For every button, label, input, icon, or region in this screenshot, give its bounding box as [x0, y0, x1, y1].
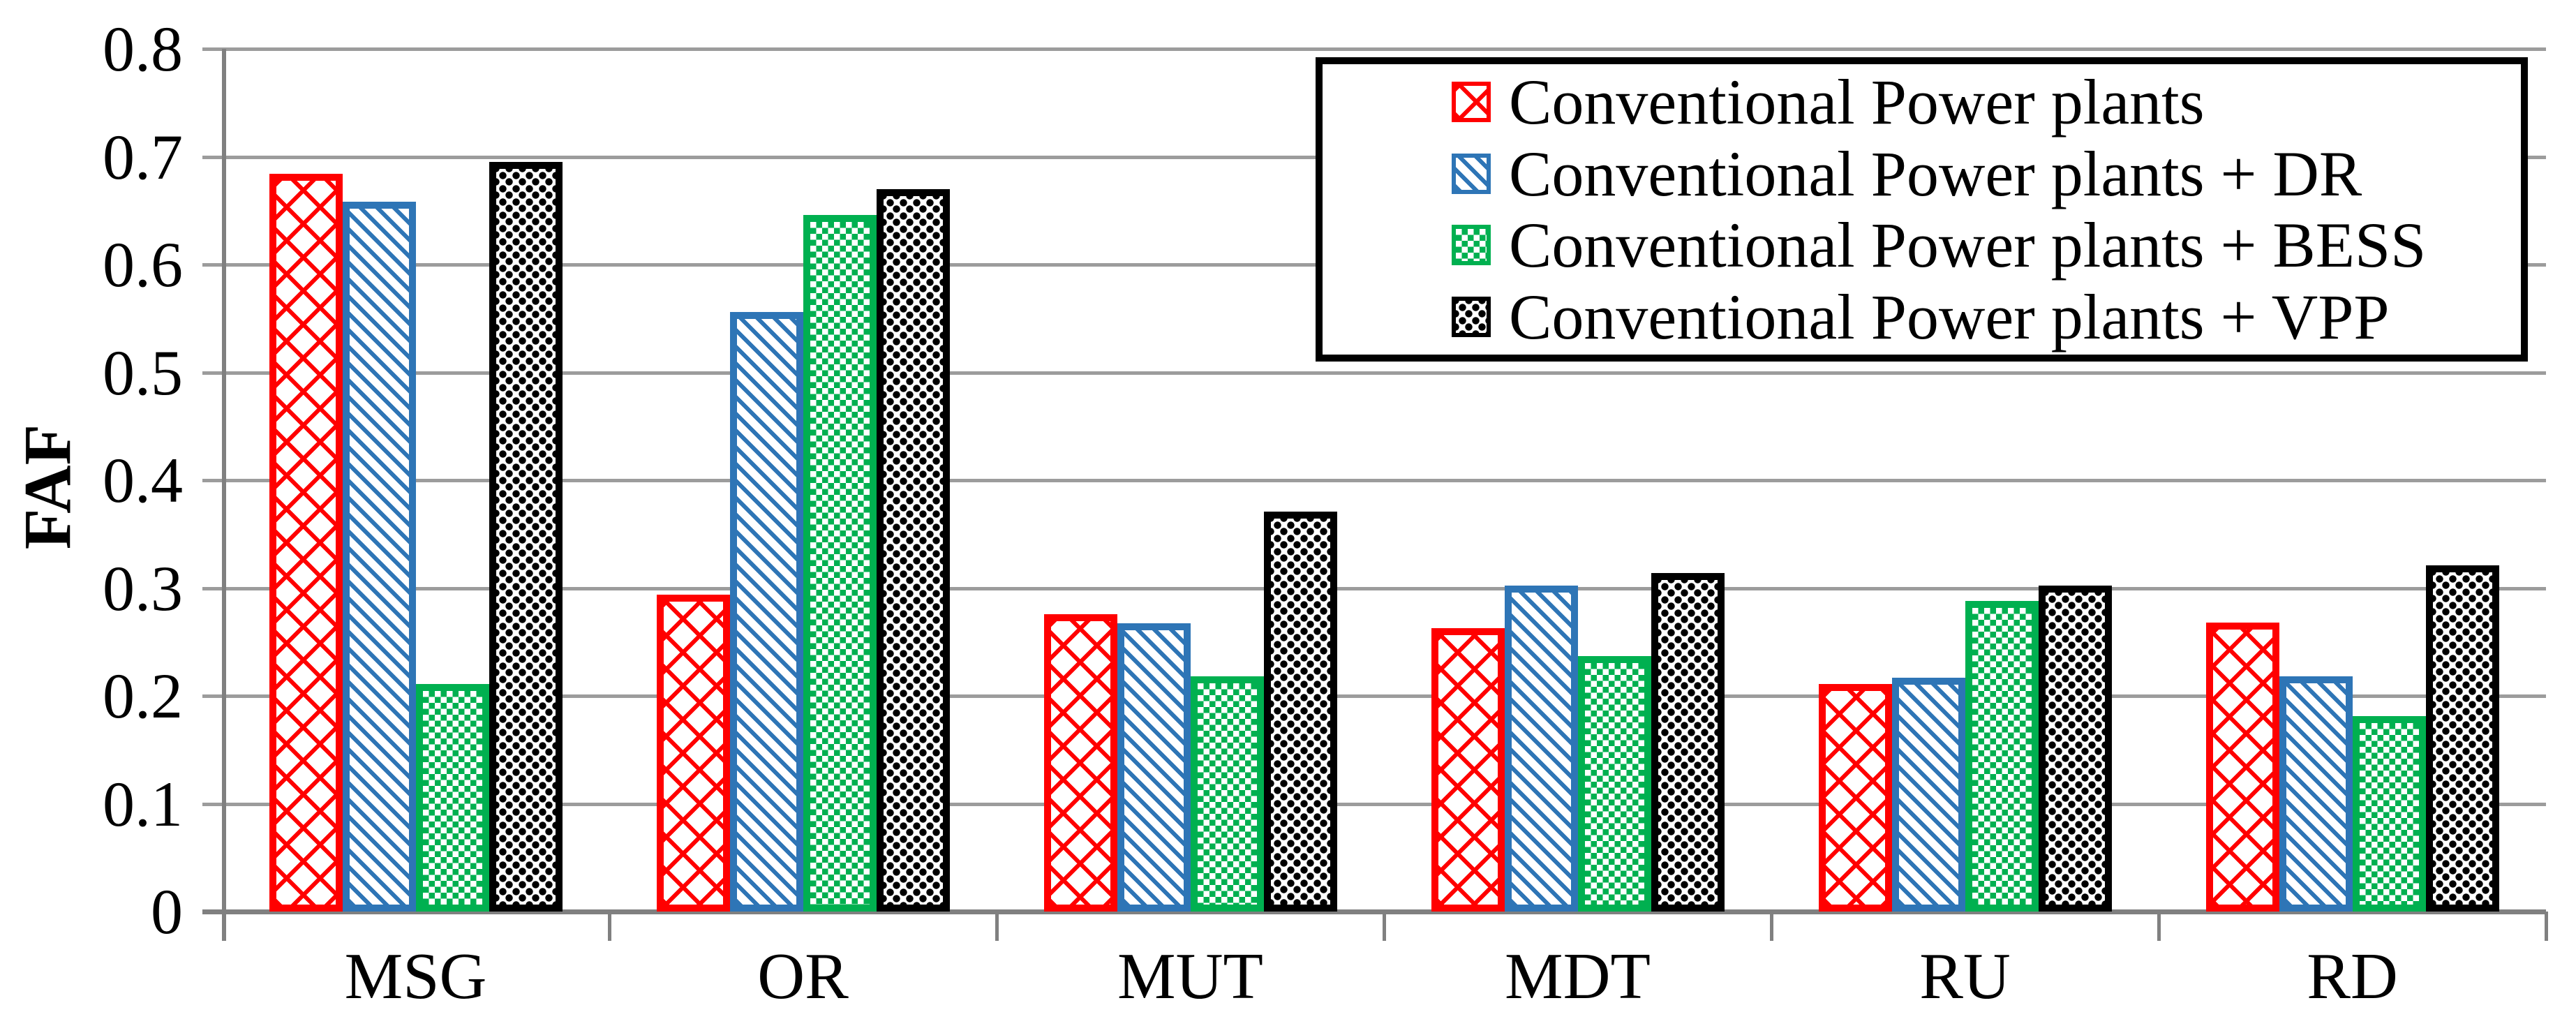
bar-msg-cpp-vpp [489, 162, 563, 912]
legend-item-cpp-vpp: Conventional Power plants + VPP [1452, 283, 2521, 350]
y-tick-label-0.7: 0.7 [103, 121, 183, 193]
bar-or-cpp-vpp [876, 189, 950, 912]
x-category-label-mdt: MDT [1505, 940, 1651, 1013]
y-tick-label-0.2: 0.2 [103, 660, 183, 731]
bar-rd-cpp [2205, 623, 2279, 912]
legend-label-cpp-bess: Conventional Power plants + BESS [1509, 209, 2427, 281]
bar-ru-cpp-bess [1965, 601, 2039, 912]
x-axis-tick [1770, 912, 1773, 941]
bar-or-cpp-bess [803, 215, 877, 912]
bar-mut-cpp-bess [1190, 676, 1264, 912]
legend-item-cpp: Conventional Power plants [1452, 68, 2521, 135]
gridline-0.4 [202, 479, 2546, 482]
legend-swatch-cpp-bess [1452, 225, 1491, 266]
legend-label-cpp-dr: Conventional Power plants + DR [1509, 137, 2362, 209]
bar-mut-cpp-dr [1117, 623, 1191, 912]
legend: Conventional Power plants Conventional Po… [1316, 57, 2528, 362]
y-tick-label-0: 0 [151, 876, 183, 947]
x-category-label-msg: MSG [344, 940, 487, 1013]
x-axis-line [202, 909, 2546, 914]
x-category-label-mut: MUT [1117, 940, 1263, 1013]
x-axis-tick [995, 912, 999, 941]
bar-ru-cpp-vpp [2038, 586, 2112, 912]
gridline-0.5 [202, 371, 2546, 375]
gridline-0.1 [202, 802, 2546, 806]
bar-group-rd [2159, 49, 2546, 912]
y-tick-label-0.6: 0.6 [103, 229, 183, 300]
bar-ru-cpp-dr [1891, 678, 1965, 912]
bar-mut-cpp [1043, 614, 1117, 912]
bar-ru-cpp [1818, 684, 1892, 912]
legend-label-cpp: Conventional Power plants [1509, 66, 2205, 138]
x-axis-tick [608, 912, 611, 941]
y-axis-line [222, 49, 226, 941]
bar-mdt-cpp [1431, 628, 1505, 912]
bar-msg-cpp-bess [415, 684, 489, 912]
gridline-0.2 [202, 694, 2546, 698]
bar-msg-cpp [269, 174, 343, 912]
x-axis-tick [2545, 912, 2548, 941]
bar-msg-cpp-dr [342, 202, 416, 912]
legend-item-cpp-dr: Conventional Power plants + DR [1452, 140, 2521, 207]
bar-mdt-cpp-bess [1577, 656, 1651, 912]
gridline-0.8 [202, 47, 2546, 51]
y-tick-label-0.8: 0.8 [103, 13, 183, 84]
bar-or-cpp [656, 595, 730, 912]
bar-group-or [609, 49, 997, 912]
bar-mdt-cpp-dr [1504, 586, 1578, 912]
bar-group-ru [1771, 49, 2159, 912]
legend-item-cpp-bess: Conventional Power plants + BESS [1452, 211, 2521, 278]
legend-swatch-cpp-vpp [1452, 296, 1491, 337]
x-axis-tick [1383, 912, 1386, 941]
y-tick-label-0.1: 0.1 [103, 768, 183, 840]
legend-swatch-cpp [1452, 82, 1491, 123]
bar-group-mut [997, 49, 1384, 912]
bar-mut-cpp-vpp [1263, 512, 1337, 912]
bar-or-cpp-dr [729, 312, 803, 912]
gridline-0.3 [202, 586, 2546, 590]
bar-mdt-cpp-vpp [1651, 573, 1725, 912]
bar-rd-cpp-bess [2352, 716, 2426, 912]
x-axis-tick [2157, 912, 2161, 941]
y-tick-label-0.4: 0.4 [103, 445, 183, 516]
y-tick-label-0.5: 0.5 [103, 336, 183, 408]
legend-label-cpp-vpp: Conventional Power plants + VPP [1509, 281, 2390, 352]
x-category-label-or: OR [757, 940, 849, 1013]
y-tick-label-0.3: 0.3 [103, 552, 183, 624]
x-category-label-rd: RD [2307, 940, 2398, 1013]
bar-rd-cpp-dr [2279, 676, 2353, 912]
x-category-label-ru: RU [1919, 940, 2011, 1013]
bar-group-msg [222, 49, 609, 912]
bar-rd-cpp-vpp [2425, 565, 2499, 912]
bar-group-mdt [1384, 49, 1771, 912]
legend-swatch-cpp-dr [1452, 153, 1491, 194]
